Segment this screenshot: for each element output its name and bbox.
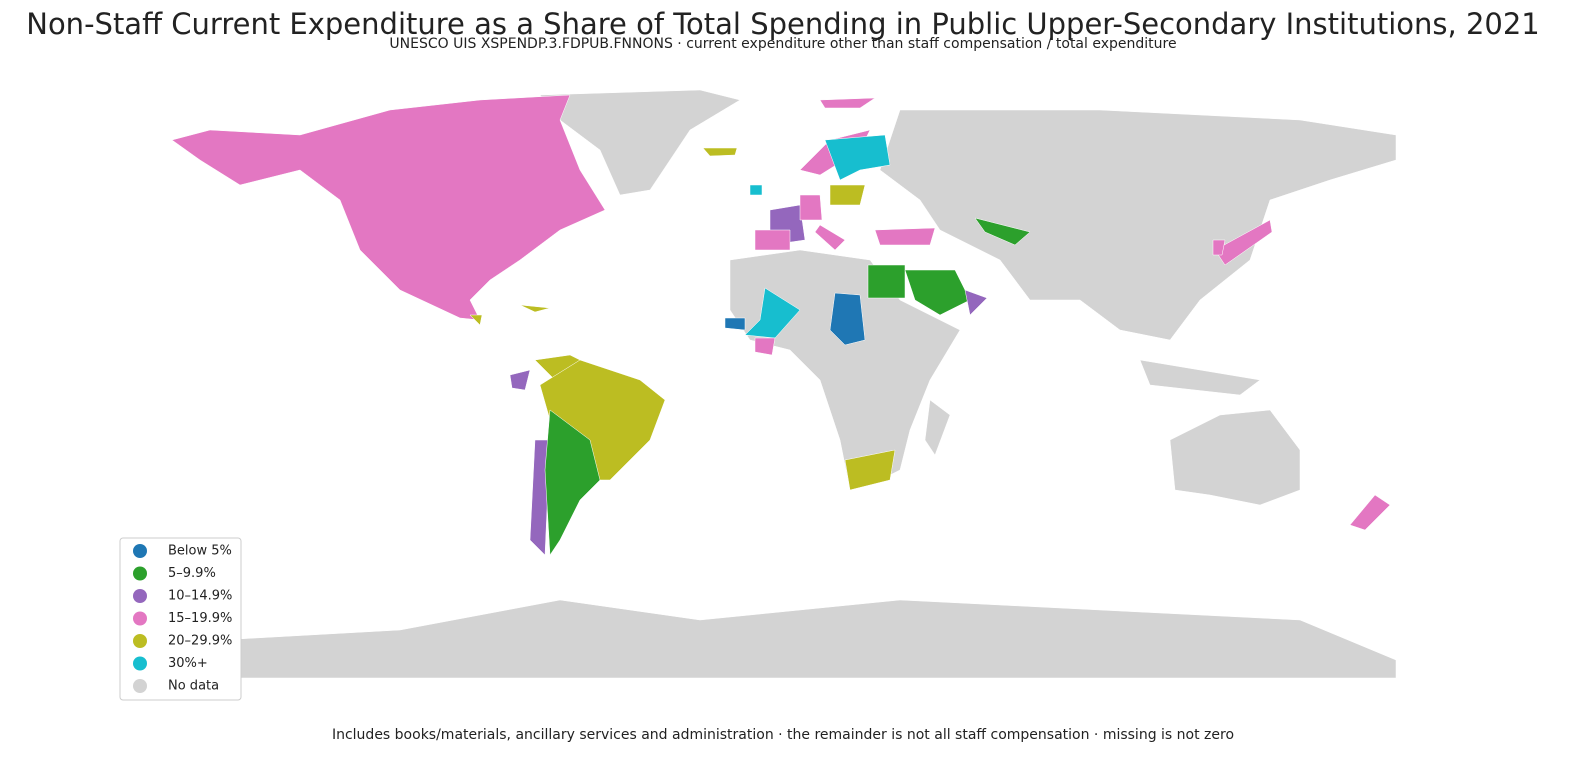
regions [171,89,1397,679]
country-region [974,217,1031,246]
country-region [867,264,906,299]
legend-label: 20–29.9% [168,634,232,649]
legend-swatch [133,634,147,648]
legend: Below 5% 5–9.9% 10–14.9% 15–19.9% 20–29.9% 30… [133,544,232,694]
country-region [724,317,746,331]
country-region [904,269,971,316]
country-region [1212,239,1226,256]
country-region [829,292,866,346]
legend-swatch [133,656,147,671]
legend-label: 5–9.9% [168,566,216,581]
legend-label: 30%+ [168,656,208,671]
country-region [702,147,738,157]
country-region [874,227,936,246]
country-region [879,109,1397,341]
country-region [519,304,551,313]
legend-swatch [133,566,147,581]
country-region [171,94,606,321]
country-region [749,184,763,196]
legend-label: 10–14.9% [168,589,232,604]
country-region [924,399,951,456]
country-region [829,184,866,206]
country-region [754,229,791,251]
legend-label: No data [168,679,219,694]
country-region [744,287,801,339]
map-title: Non-Staff Current Expenditure as a Share… [26,7,1540,41]
country-region [1139,359,1261,396]
country-region [814,224,846,251]
legend-label: 15–19.9% [168,611,232,626]
country-region [539,89,741,196]
footnote: Includes books/materials, ancillary serv… [332,727,1234,743]
country-region [824,134,891,181]
map-subtitle: UNESCO UIS XSPENDP.3.FDPUB.FNNONS · curr… [389,36,1176,52]
country-region [509,369,531,391]
legend-swatch [133,544,147,558]
country-region [199,599,1397,679]
country-region [799,194,823,221]
legend-swatch [133,589,147,603]
country-region [1349,494,1391,531]
country-region [469,314,483,326]
country-region [754,337,776,356]
country-region [844,449,896,491]
country-region [1169,409,1301,506]
country-region [964,289,988,316]
country-region [819,97,876,109]
legend-box [119,537,242,701]
country-region [544,409,601,556]
legend-swatch [133,611,147,626]
legend-swatch [133,679,147,693]
country-region [1214,219,1273,266]
legend-label: Below 5% [168,544,232,559]
